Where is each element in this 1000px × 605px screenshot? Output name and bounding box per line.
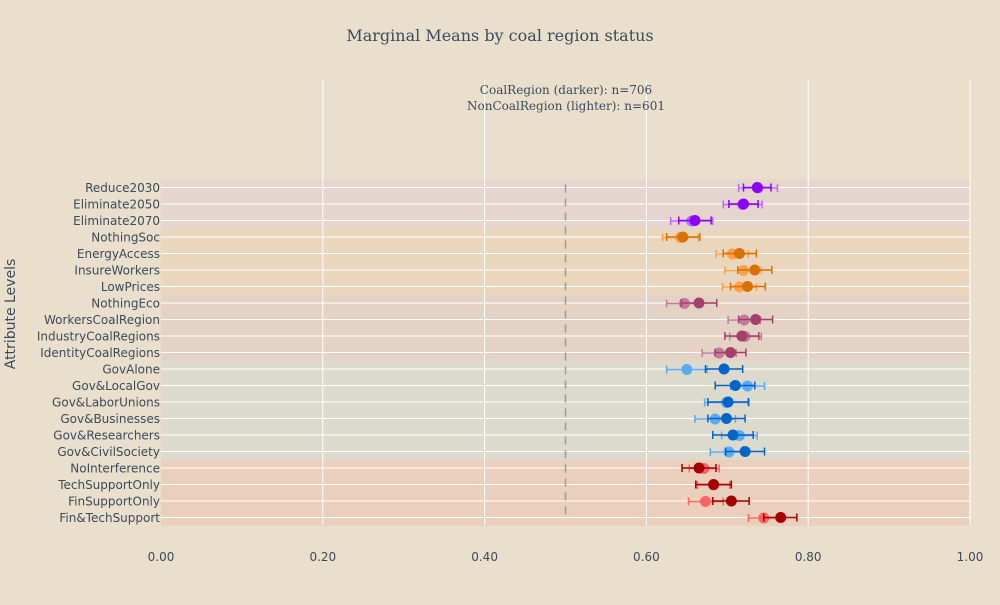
y-tick-label-gov-and-civilsociety: Gov&CivilSociety xyxy=(57,445,160,459)
dark-mark-govalone xyxy=(704,363,744,375)
y-tick-label-energyaccess: EnergyAccess xyxy=(77,247,160,261)
dark-mark-gov-and-localgov xyxy=(714,380,756,391)
y-tick-label-industrycoalregions: IndustryCoalRegions xyxy=(37,330,160,344)
dark-point-lowprices xyxy=(742,281,754,292)
y-tick-label-nothingsoc: NothingSoc xyxy=(91,231,160,245)
dark-mark-lowprices xyxy=(729,281,767,292)
dark-point-energyaccess xyxy=(733,248,745,259)
dark-point-eliminate2050 xyxy=(737,198,749,210)
chart-title: Marginal Means by coal region status xyxy=(346,26,653,45)
y-tick-label-gov-and-businesses: Gov&Businesses xyxy=(60,412,160,426)
y-tick-label-eliminate2070: Eliminate2070 xyxy=(73,214,160,228)
dark-point-nothingeco xyxy=(693,297,705,309)
dark-point-gov-and-civilsociety xyxy=(739,446,751,457)
dark-mark-nointerference xyxy=(681,462,717,474)
y-tick-label-reduce2030: Reduce2030 xyxy=(85,181,160,195)
y-tick-label-gov-and-localgov: Gov&LocalGov xyxy=(72,379,160,393)
dark-mark-energyaccess xyxy=(722,248,758,259)
dark-mark-nothingsoc xyxy=(665,231,701,243)
light-point-finsupportonly xyxy=(699,496,711,507)
x-tick-label-1: 0.20 xyxy=(309,550,336,564)
dark-mark-gov-and-civilsociety xyxy=(724,446,766,457)
dark-point-reduce2030 xyxy=(751,182,763,193)
dark-mark-finsupportonly xyxy=(711,495,750,507)
dark-mark-workerscoalregion xyxy=(737,314,774,325)
light-mark-finsupportonly xyxy=(687,496,725,507)
dark-point-eliminate2070 xyxy=(689,215,701,226)
data-marks xyxy=(661,182,798,524)
dark-point-gov-and-laborunions xyxy=(722,396,734,408)
y-tick-label-nointerference: NoInterference xyxy=(70,462,160,476)
x-tick-label-0: 0.00 xyxy=(148,550,175,564)
dark-mark-fin-and-techsupport xyxy=(762,512,798,523)
dark-mark-nothingeco xyxy=(680,297,718,309)
dark-mark-reduce2030 xyxy=(742,182,772,193)
x-tick-labels: 0.00 0.20 0.40 0.60 0.80 1.00 xyxy=(148,550,984,564)
dark-mark-techsupportonly xyxy=(694,479,733,490)
y-tick-label-finsupportonly: FinSupportOnly xyxy=(68,495,160,509)
dark-mark-industrycoalregions xyxy=(724,330,760,342)
dark-mark-identitycoalregions xyxy=(714,347,747,358)
y-tick-label-identitycoalregions: IdentityCoalRegions xyxy=(40,346,160,360)
dark-point-gov-and-businesses xyxy=(720,413,732,424)
dark-mark-gov-and-researchers xyxy=(711,429,754,441)
y-tick-labels: Reduce2030 Eliminate2050 Eliminate2070 Noth… xyxy=(37,181,160,525)
x-tick-label-5: 1.00 xyxy=(957,550,984,564)
y-tick-label-insureworkers: InsureWorkers xyxy=(74,264,160,278)
y-tick-label-lowprices: LowPrices xyxy=(101,280,160,294)
dark-mark-eliminate2070 xyxy=(678,215,712,226)
dark-point-fin-and-techsupport xyxy=(775,512,787,523)
x-tick-label-3: 0.60 xyxy=(633,550,660,564)
dark-point-govalone xyxy=(718,363,730,375)
y-tick-label-techsupportonly: TechSupportOnly xyxy=(57,478,160,492)
dark-point-identitycoalregions xyxy=(725,347,737,358)
y-tick-label-gov-and-researchers: Gov&Researchers xyxy=(53,429,160,443)
dark-point-insureworkers xyxy=(749,264,761,276)
y-tick-label-govalone: GovAlone xyxy=(102,363,160,377)
dark-point-workerscoalregion xyxy=(750,314,762,325)
dark-point-gov-and-localgov xyxy=(729,380,741,391)
y-tick-label-eliminate2050: Eliminate2050 xyxy=(73,198,160,212)
dark-mark-gov-and-laborunions xyxy=(707,396,750,408)
y-tick-label-fin-and-techsupport: Fin&TechSupport xyxy=(59,511,160,525)
dark-mark-insureworkers xyxy=(737,264,773,276)
dark-mark-gov-and-businesses xyxy=(707,413,746,424)
dark-mark-eliminate2050 xyxy=(728,198,759,210)
x-tick-label-4: 0.80 xyxy=(795,550,822,564)
y-tick-label-nothingeco: NothingEco xyxy=(91,297,160,311)
dark-point-techsupportonly xyxy=(708,479,720,490)
y-axis-title: Attribute Levels xyxy=(3,259,19,370)
dark-point-nointerference xyxy=(693,462,705,474)
annotation-noncoal-region: NonCoalRegion (lighter): n=601 xyxy=(467,99,665,113)
dark-point-finsupportonly xyxy=(725,495,737,507)
annotation-coal-region: CoalRegion (darker): n=706 xyxy=(480,83,652,97)
dark-point-nothingsoc xyxy=(677,231,689,243)
x-tick-label-2: 0.40 xyxy=(471,550,498,564)
y-tick-label-gov-and-laborunions: Gov&LaborUnions xyxy=(52,396,160,410)
light-point-govalone xyxy=(681,364,693,375)
dark-point-industrycoalregions xyxy=(736,330,748,342)
y-tick-label-workerscoalregion: WorkersCoalRegion xyxy=(44,313,160,327)
dark-point-gov-and-researchers xyxy=(727,429,739,441)
